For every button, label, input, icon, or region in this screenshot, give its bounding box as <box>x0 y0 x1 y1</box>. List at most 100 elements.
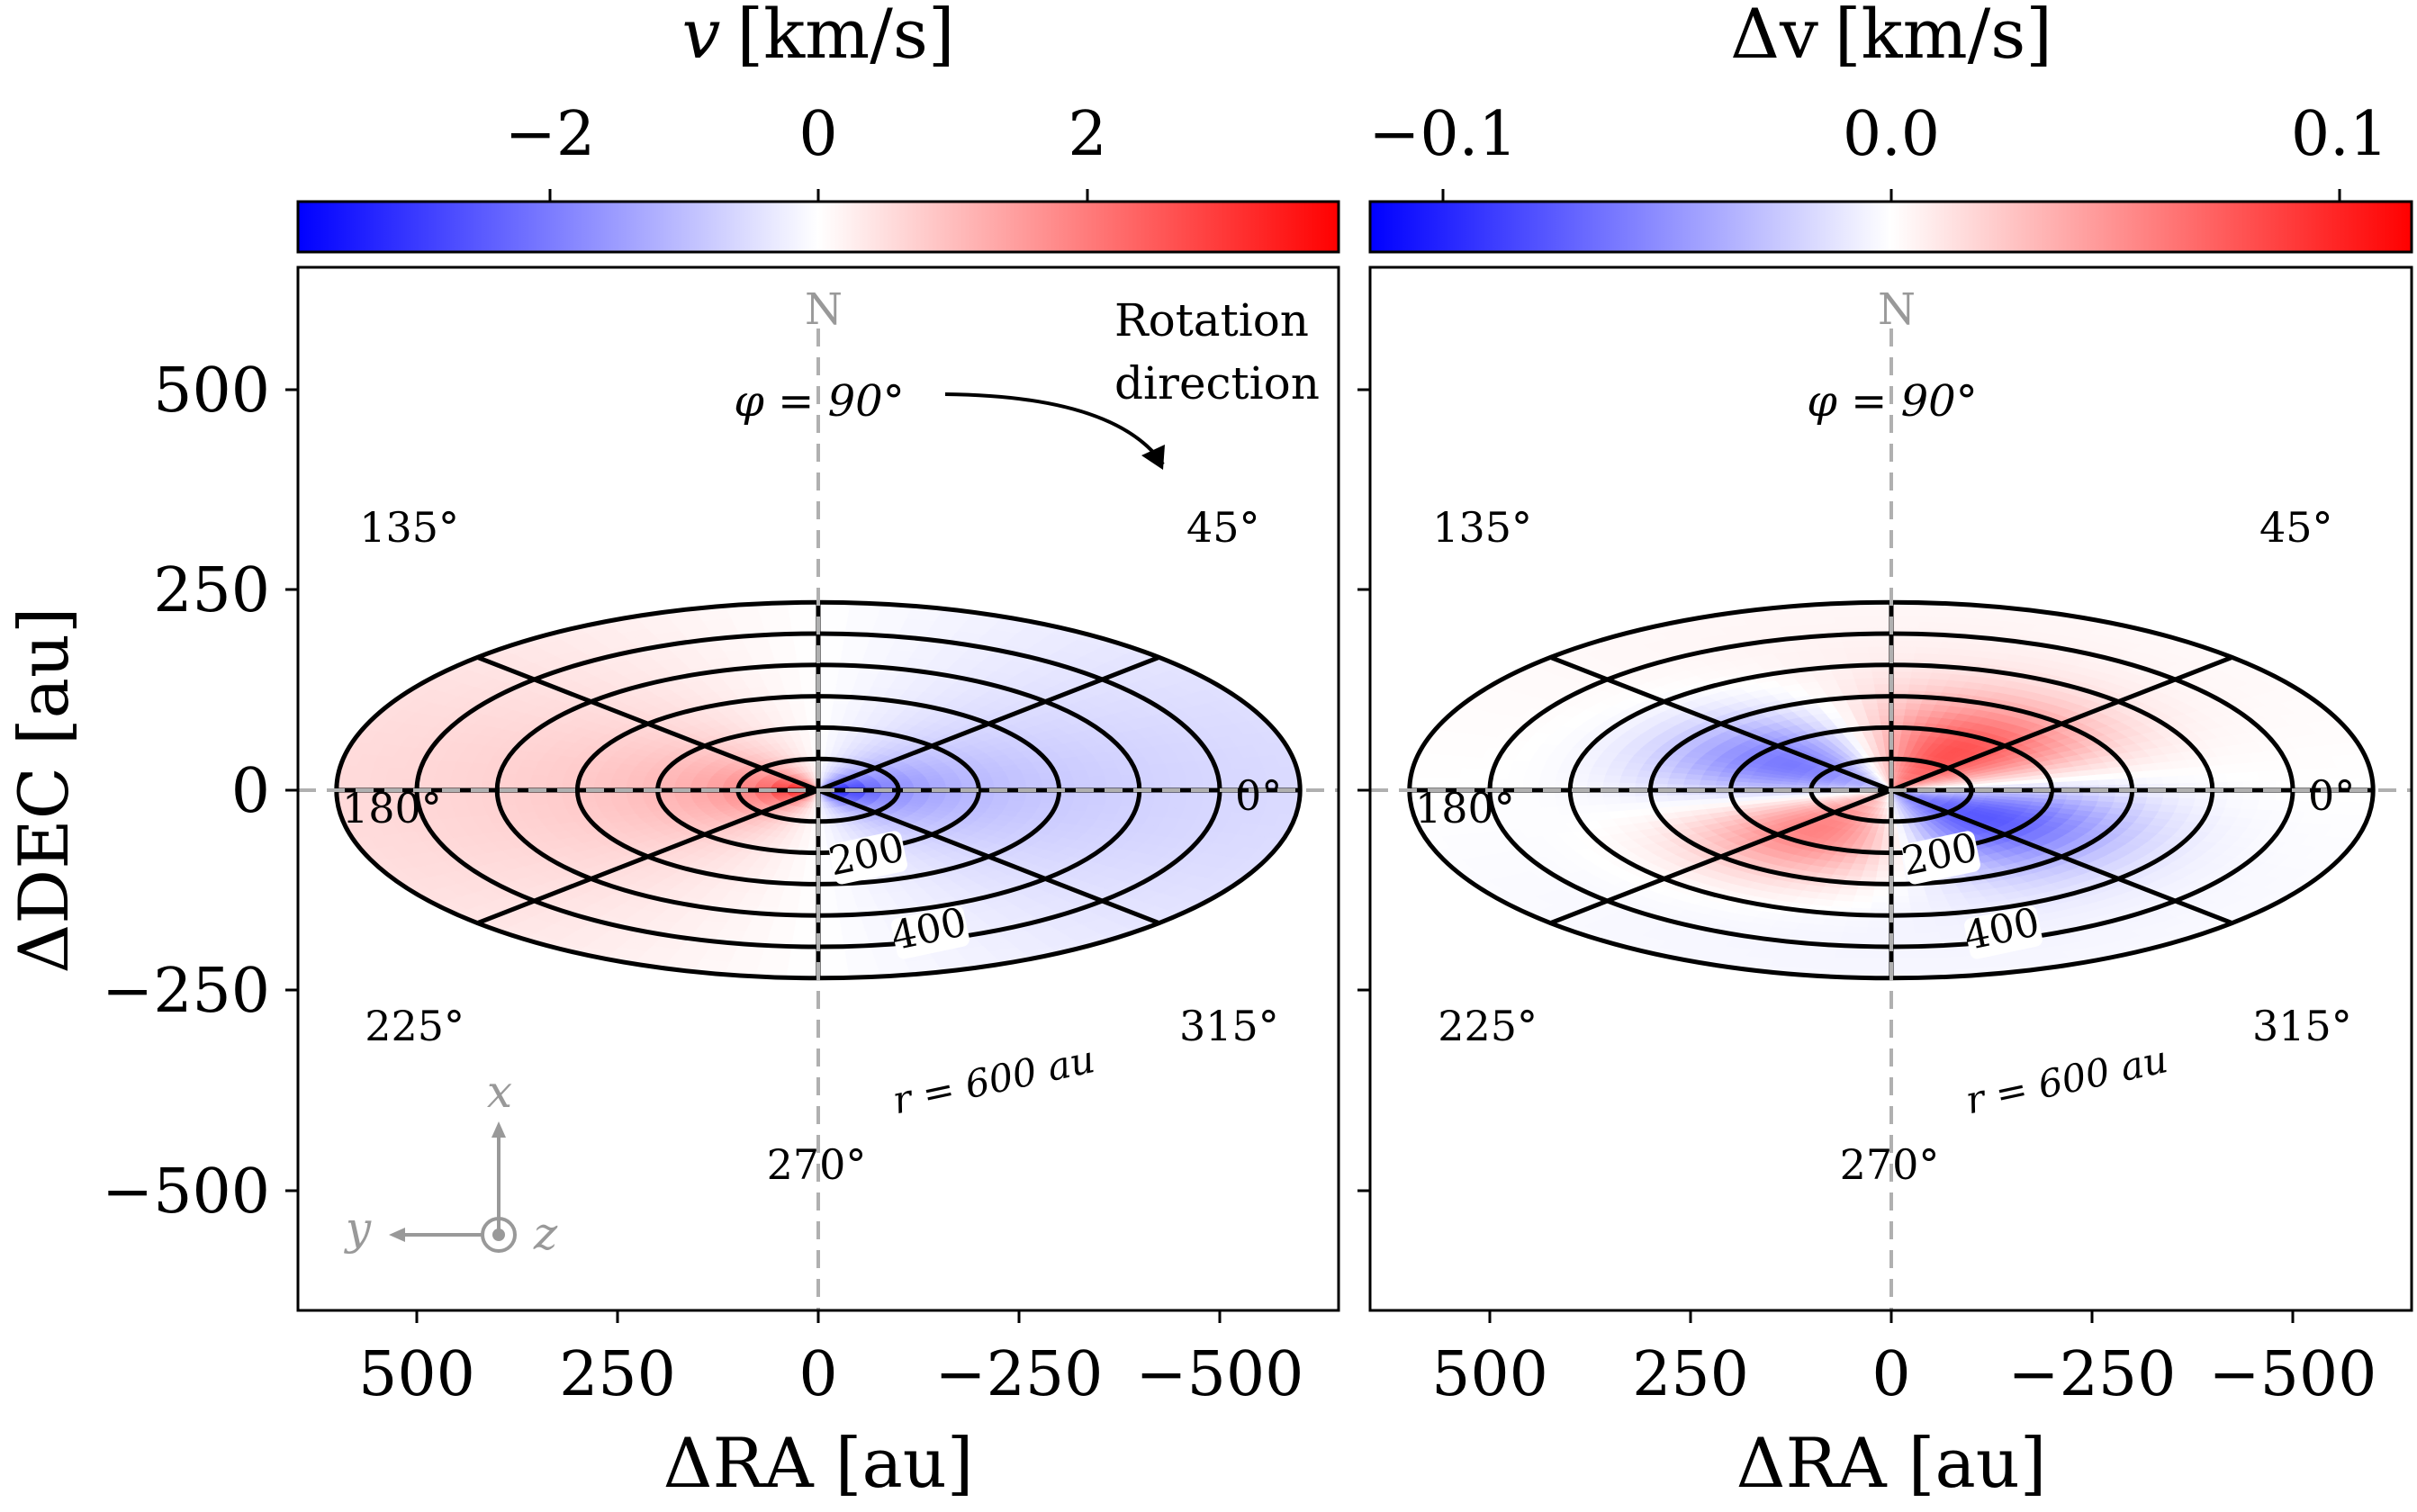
angle-label-315: 315° <box>1179 1002 1279 1050</box>
disk-cell <box>464 771 485 782</box>
disk-cell <box>1873 832 1885 842</box>
disk-cell <box>2177 774 2196 784</box>
disk-cell <box>1872 889 1892 897</box>
disk-cell <box>794 652 819 660</box>
disk-cell <box>817 645 843 653</box>
disk-cell <box>798 670 819 679</box>
disk-cell <box>1586 774 1606 784</box>
triad-z-circle <box>481 1217 517 1253</box>
disk-cell <box>788 958 819 967</box>
disk-cell <box>817 677 838 685</box>
disk-cell <box>1898 739 1909 748</box>
xtick-label: −500 <box>1136 1339 1304 1410</box>
disk-cell <box>1184 770 1204 782</box>
disk-cell <box>513 774 533 784</box>
disk-cell <box>792 933 819 941</box>
disk-cell <box>1890 677 1911 685</box>
xtick-label: 0 <box>798 1339 837 1410</box>
rotation-arrow-head <box>1141 445 1165 470</box>
x-ticks-left: 500 250 0 −250 −500 <box>358 1310 1303 1410</box>
disk-cell <box>817 639 844 647</box>
disk-cell <box>1871 896 1892 904</box>
disk-cell <box>829 715 844 723</box>
north-label: N <box>805 284 843 335</box>
disk-cell <box>1586 796 1606 806</box>
disk-cell <box>1871 677 1892 685</box>
angle-label-0: 0° <box>1235 771 1282 820</box>
cbar-unit: [km/s] <box>736 0 954 74</box>
cbar-tick-label: 0 <box>798 99 837 170</box>
disk-cell <box>817 927 843 935</box>
disk-cell <box>1903 708 1919 716</box>
colorbar-right <box>1368 200 2413 254</box>
cbar-tick-label: 0.1 <box>2291 99 2388 170</box>
cbar-tick-label: −2 <box>505 99 595 170</box>
disk-cell <box>593 778 612 786</box>
disk-cell <box>1666 778 1685 786</box>
ring-label-bg <box>829 831 907 885</box>
disk-cell <box>1104 774 1123 784</box>
spoke-225-deg <box>476 788 819 925</box>
disk-cell <box>798 677 819 685</box>
disk-cell <box>817 614 849 623</box>
disk-cell <box>789 620 819 628</box>
disk-cell <box>1865 858 1880 866</box>
disk-cell <box>1618 776 1637 785</box>
disk-cell <box>1863 864 1880 872</box>
disk-cell <box>2177 796 2196 806</box>
rotation-label-line2: direction <box>1114 357 1320 410</box>
disk-cell <box>817 608 850 616</box>
angle-label-45: 45° <box>1186 503 1260 552</box>
disk-cell <box>1902 715 1917 723</box>
disk-cell <box>528 775 548 784</box>
triad-x-arrowhead <box>492 1121 506 1138</box>
cbar-tick-label: 2 <box>1068 99 1106 170</box>
disk-cell <box>1151 798 1172 809</box>
xtick-label: −250 <box>935 1339 1104 1410</box>
cbar-var: Δv <box>1730 0 1818 74</box>
triad-x-label: x <box>487 1066 512 1118</box>
disk-cell <box>793 645 819 653</box>
disk-cell <box>788 614 819 623</box>
disk-cell <box>817 620 848 628</box>
colorbar-left-ticks: −2 0 2 <box>505 99 1107 202</box>
disk-cell <box>1871 670 1892 679</box>
disk-cell <box>1168 798 1188 810</box>
disk-cell <box>1890 902 1912 910</box>
rotation-arrow <box>944 392 1165 466</box>
triad-y-arrowhead <box>389 1228 405 1242</box>
disk-cell <box>1682 778 1701 787</box>
ring-label-bg <box>891 905 970 959</box>
ytick-label: 0 <box>231 756 270 827</box>
disk-cell <box>817 889 837 897</box>
disk-cell <box>817 902 839 910</box>
disk-cell <box>1088 796 1108 806</box>
disk-cell <box>787 964 819 973</box>
y-axis-label: ΔDEC [au] <box>4 607 84 973</box>
disk-cell <box>448 770 469 782</box>
ytick-label: 500 <box>153 356 270 427</box>
disk-cell <box>817 896 838 904</box>
disk-cell <box>545 776 564 785</box>
disk-cell <box>800 832 812 842</box>
disk-cell <box>384 767 405 780</box>
panel-right: −0.1 0.0 0.1 Δv [km/s] 500 250 0 <box>1357 0 2413 1503</box>
disk-cell <box>1008 794 1028 802</box>
disk-cell <box>792 858 807 866</box>
disk-cell <box>794 921 819 929</box>
panel-left: −2 0 2 v [km/s] 500 250 0 −250 −500 ΔD <box>4 0 1340 1503</box>
disk-cell <box>817 933 844 941</box>
disk-cell <box>789 952 819 960</box>
ytick-label: −250 <box>102 956 270 1027</box>
disk-cell <box>448 798 469 810</box>
disk-cell <box>830 708 846 716</box>
rotation-label-line1: Rotation <box>1114 294 1309 346</box>
ring-label-600: r = 600 au <box>887 1037 1102 1124</box>
ytick-label: 250 <box>153 555 270 626</box>
disk-cell <box>1890 896 1911 904</box>
disk-cell <box>817 958 849 967</box>
disk-cell <box>1024 795 1043 803</box>
disk-cell <box>817 683 837 691</box>
cbar-unit: [km/s] <box>1835 0 2052 74</box>
